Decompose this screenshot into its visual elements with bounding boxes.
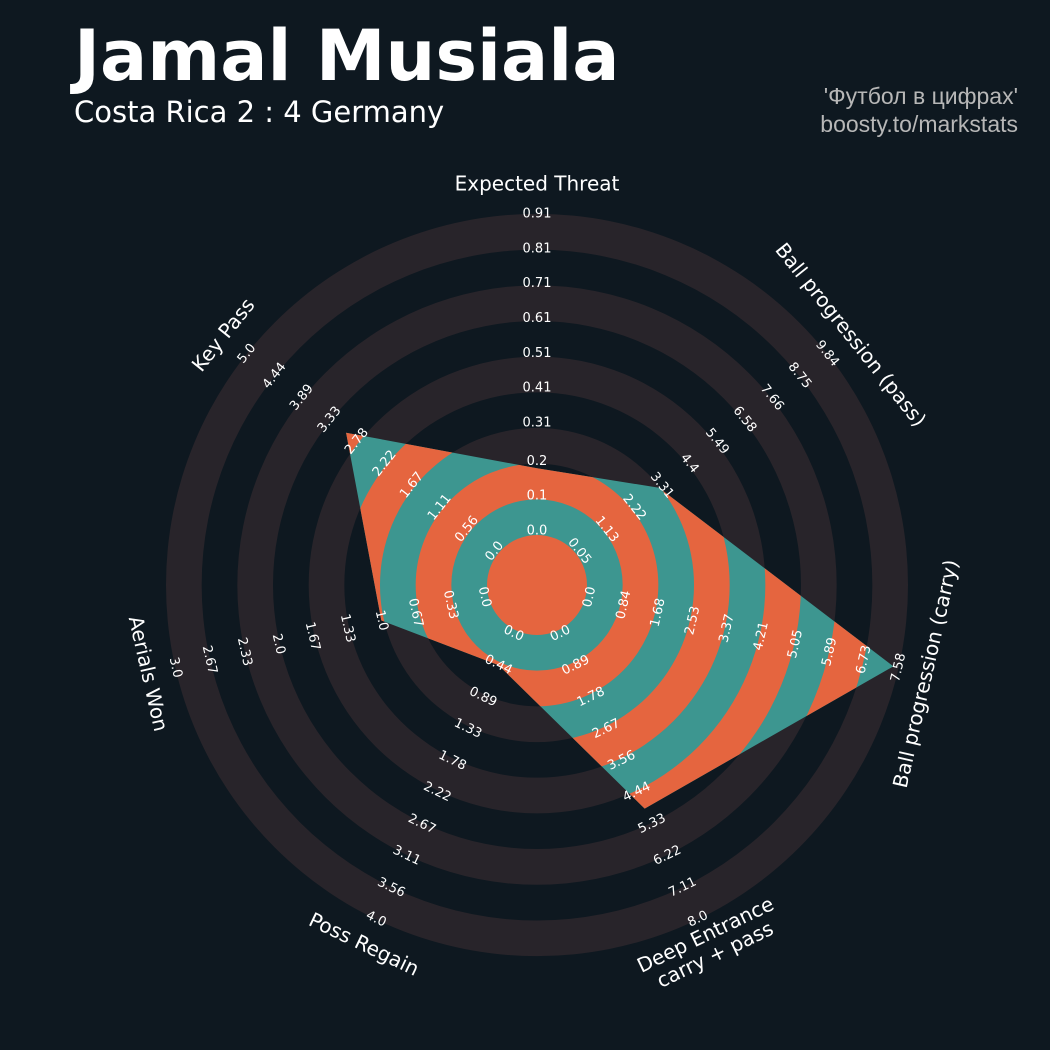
tick-label: 0.71	[523, 276, 552, 291]
tick-label: 2.67	[199, 644, 220, 676]
tick-label: 3.37	[717, 613, 738, 645]
tick-label: 0.33	[440, 589, 461, 621]
radar-band	[415, 463, 659, 707]
tick-label: 1.0	[372, 609, 391, 633]
tick-label: 7.58	[888, 652, 909, 684]
tick-label: 0.0	[580, 585, 599, 609]
tick-label: 2.53	[682, 605, 703, 637]
tick-label: 0.81	[523, 241, 552, 256]
tick-label: 0.0	[527, 524, 548, 539]
credit: 'Футбол в цифрах'	[824, 83, 1018, 109]
tick-label: 0.31	[523, 416, 552, 431]
tick-label: 5.89	[819, 636, 840, 668]
tick-label: 6.73	[854, 644, 875, 676]
radar-area	[346, 432, 894, 809]
parameter-label: Aerials Won	[124, 614, 174, 734]
tick-label: 1.33	[337, 613, 358, 645]
center-circle	[487, 535, 587, 635]
tick-label: 0.0	[475, 585, 494, 609]
tick-label: 0.1	[527, 489, 548, 504]
tick-label: 1.68	[648, 597, 669, 629]
tick-label: 0.91	[523, 207, 552, 222]
parameter-label: Expected Threat	[455, 172, 620, 196]
tick-label: 3.0	[166, 656, 185, 680]
chart-title: Jamal Musiala	[70, 15, 619, 97]
chart-subtitle: Costa Rica 2 : 4 Germany	[74, 95, 444, 129]
tick-label: 0.2	[527, 454, 548, 469]
tick-label: 0.51	[523, 346, 552, 361]
tick-label: 2.0	[269, 632, 288, 656]
tick-label: 0.61	[523, 311, 552, 326]
radar-bands	[346, 432, 873, 809]
tick-label: 1.67	[302, 621, 323, 653]
tick-label: 4.21	[751, 620, 772, 652]
credit: boosty.to/markstats	[820, 111, 1018, 137]
tick-label: 5.05	[785, 628, 806, 660]
tick-label: 0.84	[613, 589, 634, 621]
tick-label: 2.33	[234, 636, 255, 668]
tick-label: 0.41	[523, 381, 552, 396]
tick-label: 0.67	[405, 597, 426, 629]
